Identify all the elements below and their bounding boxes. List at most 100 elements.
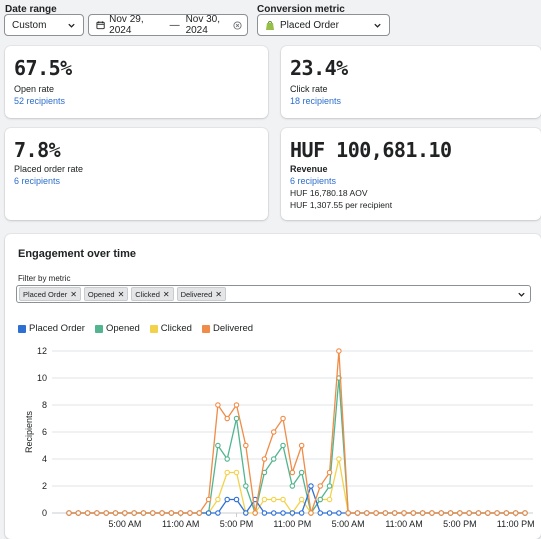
legend-item[interactable]: Placed Order [18, 323, 85, 334]
y-tick-label: 6 [42, 427, 47, 437]
remove-chip-icon[interactable]: ✕ [215, 289, 222, 299]
legend-swatch [18, 324, 26, 333]
data-point [280, 415, 286, 422]
data-point [233, 469, 240, 476]
data-point [224, 496, 230, 503]
data-point [205, 496, 212, 503]
data-point [364, 510, 370, 516]
shopify-bag-icon [266, 20, 274, 30]
chip-label: Placed Order [23, 289, 68, 299]
placed-order-rate-label: Placed order rate [14, 164, 84, 174]
legend-item[interactable]: Delivered [201, 323, 254, 334]
date-range-label: Date range [5, 4, 57, 15]
data-point [196, 510, 203, 516]
y-tick-label: 10 [37, 373, 47, 383]
y-tick-label: 2 [42, 481, 47, 491]
placed-order-recipients-link[interactable]: 6 recipients [14, 176, 61, 186]
data-point [84, 510, 91, 516]
series-line [69, 377, 525, 516]
chart-legend: Placed Order Opened Clicked Delivered [18, 323, 263, 334]
conversion-metric-select[interactable]: Placed Order [257, 14, 390, 36]
chip-label: Delivered [180, 289, 213, 299]
legend-item[interactable]: Opened [94, 323, 140, 334]
legend-item[interactable]: Clicked [149, 323, 192, 334]
conversion-metric-value: Placed Order [280, 19, 339, 31]
y-tick-label: 8 [42, 400, 47, 410]
data-point [512, 510, 519, 516]
x-tick-label: 11:00 AM [385, 519, 422, 529]
data-point [261, 496, 268, 503]
data-point [308, 483, 314, 489]
data-point [391, 510, 398, 516]
date-range-picker[interactable]: Nov 29, 2024 — Nov 30, 2024 [88, 14, 248, 36]
data-point [485, 510, 491, 516]
data-point [233, 415, 240, 422]
x-tick-label: 11:00 PM [273, 519, 311, 529]
placed-order-rate-value: 7.8% [14, 138, 61, 162]
data-point [326, 483, 333, 489]
data-point [224, 415, 230, 422]
data-point [336, 456, 342, 462]
open-rate-label: Open rate [14, 84, 55, 94]
y-tick-label: 0 [42, 508, 47, 518]
chevron-down-icon [374, 23, 381, 28]
data-point [233, 402, 240, 408]
x-tick-label: 11:00 PM [497, 519, 535, 529]
click-rate-recipients-link[interactable]: 18 recipients [290, 96, 342, 106]
open-rate-card: 67.5% Open rate 52 recipients [5, 46, 268, 118]
y-axis-label: Recipients [24, 410, 34, 453]
data-point [382, 510, 389, 516]
data-point [280, 496, 286, 503]
data-point [131, 510, 137, 516]
range-preset-select[interactable]: Custom [4, 14, 84, 36]
click-rate-card: 23.4% Click rate 18 recipients [281, 46, 541, 118]
data-point [494, 510, 500, 516]
calendar-icon [96, 21, 105, 30]
remove-chip-icon[interactable]: ✕ [162, 289, 170, 299]
revenue-per-recipient: HUF 1,307.55 per recipient [290, 200, 393, 210]
data-point [522, 510, 528, 516]
chevron-down-icon [68, 23, 75, 28]
data-point [289, 469, 296, 476]
engagement-panel: Engagement over time Filter by metric Pl… [5, 234, 541, 539]
data-point [187, 510, 193, 516]
x-tick-label: 5:00 PM [220, 519, 254, 529]
series-line [69, 484, 525, 515]
data-point [243, 510, 249, 516]
data-point [289, 483, 296, 489]
open-rate-recipients-link[interactable]: 52 recipients [14, 96, 66, 106]
legend-label: Delivered [212, 323, 254, 334]
data-point [298, 469, 305, 476]
data-point [317, 483, 324, 489]
remove-chip-icon[interactable]: ✕ [117, 289, 125, 299]
end-date[interactable]: Nov 30, 2024 [185, 14, 221, 36]
data-point [447, 510, 454, 516]
data-point [243, 483, 249, 489]
data-point [159, 510, 165, 516]
chip-placed-order: Placed Order ✕ [19, 287, 81, 301]
revenue-label: Revenue [290, 164, 328, 174]
legend-swatch [201, 324, 210, 333]
revenue-card: HUF 100,681.10 Revenue 6 recipients HUF … [281, 128, 541, 220]
revenue-recipients-link[interactable]: 6 recipients [290, 176, 337, 186]
data-point [140, 510, 147, 516]
data-point [177, 510, 184, 516]
data-point [326, 496, 333, 503]
data-point [438, 510, 444, 516]
x-tick-label: 5:00 PM [443, 519, 477, 529]
data-point [205, 510, 212, 516]
engagement-chart: 0 2 4 6 8 10 12 5:00 AM 11:00 AM 5:00 PM 11:00 PM 5… [24, 346, 535, 529]
data-point [466, 510, 472, 516]
data-point [280, 510, 286, 516]
data-point [503, 510, 510, 516]
chevron-down-icon[interactable] [517, 290, 526, 299]
metric-filter-input[interactable]: Placed Order ✕ Opened ✕ Clicked ✕ Delivered… [16, 285, 531, 303]
clear-date-icon[interactable] [233, 21, 242, 30]
data-point [94, 510, 100, 516]
data-point [410, 510, 417, 516]
remove-chip-icon[interactable]: ✕ [70, 289, 77, 299]
data-point [326, 469, 333, 476]
legend-swatch [149, 324, 158, 333]
start-date[interactable]: Nov 29, 2024 [109, 14, 144, 36]
data-point [261, 510, 268, 516]
